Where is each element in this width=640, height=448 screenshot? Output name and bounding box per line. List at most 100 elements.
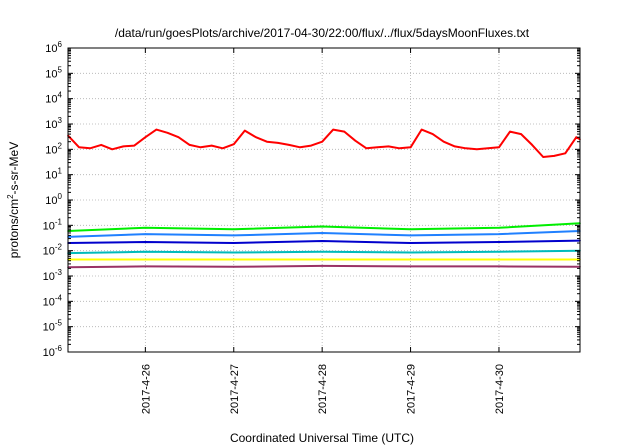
- series-1-point: [509, 130, 511, 133]
- series-7-point: [144, 265, 147, 268]
- series-1-point: [398, 147, 401, 150]
- series-1-point: [321, 140, 324, 143]
- y-tick-label: 104: [45, 91, 62, 106]
- series-1-point: [177, 136, 180, 138]
- y-tick-label: 106: [45, 40, 62, 55]
- series-1-point: [354, 139, 357, 142]
- series-1-point: [277, 142, 279, 144]
- series-1-point: [387, 145, 390, 148]
- y-tick-label-mantissa: 10: [43, 322, 55, 334]
- y-tick-label: 10-5: [43, 319, 63, 334]
- series-1-point: [100, 144, 102, 146]
- chart-title: /data/run/goesPlots/archive/2017-04-30/2…: [115, 26, 530, 40]
- y-tick-label-exponent: -1: [55, 217, 63, 226]
- series-1-point: [420, 128, 423, 131]
- series-1-point: [89, 147, 91, 150]
- series-1-point: [221, 147, 224, 150]
- series-1-point: [199, 146, 202, 149]
- x-tick-label: 2017-4-26: [140, 364, 152, 414]
- series-1-point: [310, 144, 312, 147]
- series-1-point: [155, 128, 158, 131]
- y-tick-labels: 10610510410310210110010-110-210-310-410-…: [43, 40, 63, 359]
- y-tick-label-mantissa: 10: [43, 296, 55, 308]
- series-5-point: [498, 251, 500, 253]
- y-tick-label-exponent: 5: [58, 65, 63, 74]
- series-5-point: [321, 251, 324, 253]
- series-1-point: [133, 144, 136, 147]
- y-tick-label-exponent: 3: [58, 116, 63, 125]
- series-1-point: [288, 144, 290, 146]
- series-1-point: [465, 147, 467, 150]
- y-axis-label-base: protons/cm: [7, 199, 21, 258]
- series-3-point: [498, 233, 500, 235]
- y-tick-label-mantissa: 10: [45, 195, 57, 207]
- series-1-point: [332, 128, 335, 131]
- y-tick-label: 105: [45, 65, 62, 80]
- series-2-point: [498, 227, 500, 229]
- series-1-point: [454, 145, 456, 148]
- y-tick-label: 100: [45, 192, 62, 207]
- y-tick-label-exponent: 0: [58, 192, 63, 201]
- series-1-point: [487, 147, 489, 150]
- series-2-point: [321, 225, 324, 228]
- series-5-point: [144, 251, 147, 253]
- series-1-point: [144, 136, 147, 138]
- y-tick-label-mantissa: 10: [43, 246, 55, 258]
- series-line-2: [67, 222, 581, 232]
- x-tick-label: 2017-4-29: [406, 364, 418, 414]
- y-tick-label-mantissa: 10: [45, 119, 57, 131]
- series-1-point: [376, 146, 379, 149]
- y-tick-label-exponent: -3: [55, 268, 63, 277]
- series-1-point: [188, 144, 191, 146]
- series-4-point: [144, 241, 147, 243]
- y-tick-label-mantissa: 10: [43, 347, 55, 359]
- series-4-point: [498, 241, 500, 243]
- y-tick-label-exponent: 2: [58, 141, 63, 150]
- y-tick-label-exponent: -4: [55, 293, 63, 302]
- series-1-point: [210, 144, 213, 147]
- series-1-point: [564, 152, 567, 155]
- series-3-point: [233, 234, 235, 237]
- series-7-point: [233, 266, 235, 268]
- series-6-point: [498, 258, 500, 261]
- series-1-point: [122, 145, 125, 148]
- series-4-point: [321, 240, 324, 242]
- series-1-point: [531, 144, 533, 146]
- y-axis-label-rest: -s-sr-MeV: [7, 142, 21, 195]
- y-tick-label: 10-4: [43, 293, 63, 308]
- series-5-point: [409, 251, 412, 254]
- y-tick-label: 102: [45, 141, 62, 156]
- series-1-point: [111, 148, 113, 151]
- x-tick-label: 2017-4-27: [229, 364, 241, 414]
- series-7-point: [498, 265, 500, 268]
- series-1-point: [442, 140, 445, 143]
- y-tick-label: 10-6: [43, 344, 63, 359]
- y-tick-label: 10-2: [43, 243, 63, 258]
- series-2-point: [233, 228, 235, 231]
- y-tick-label-mantissa: 10: [43, 220, 55, 232]
- y-tick-label-mantissa: 10: [45, 68, 57, 80]
- x-tick-label: 2017-4-30: [494, 364, 506, 414]
- series-3-point: [144, 233, 147, 235]
- y-tick-label-exponent: -2: [55, 243, 63, 252]
- y-tick-label: 10-3: [43, 268, 63, 283]
- series-7-point: [409, 265, 412, 268]
- series-1-point: [520, 133, 522, 135]
- series-line-1: [67, 128, 581, 158]
- series-1-point: [409, 146, 412, 149]
- series-1-point: [244, 129, 246, 132]
- series-1-point: [365, 147, 368, 150]
- y-axis-label: protons/cm2-s-sr-MeV: [6, 142, 21, 258]
- series-1-point: [476, 148, 478, 151]
- series-1-point: [343, 130, 346, 133]
- series-2-point: [144, 227, 147, 229]
- y-tick-label-mantissa: 10: [45, 170, 57, 182]
- series-3-point: [321, 232, 324, 234]
- x-axis-label: Coordinated Universal Time (UTC): [230, 431, 414, 445]
- series-3-point: [409, 234, 412, 237]
- y-tick-label-exponent: -6: [55, 344, 63, 353]
- series-1-point: [78, 146, 80, 149]
- y-axis-label-sup: 2: [6, 194, 15, 199]
- series-6-point: [321, 258, 324, 261]
- series-4-point: [233, 242, 235, 244]
